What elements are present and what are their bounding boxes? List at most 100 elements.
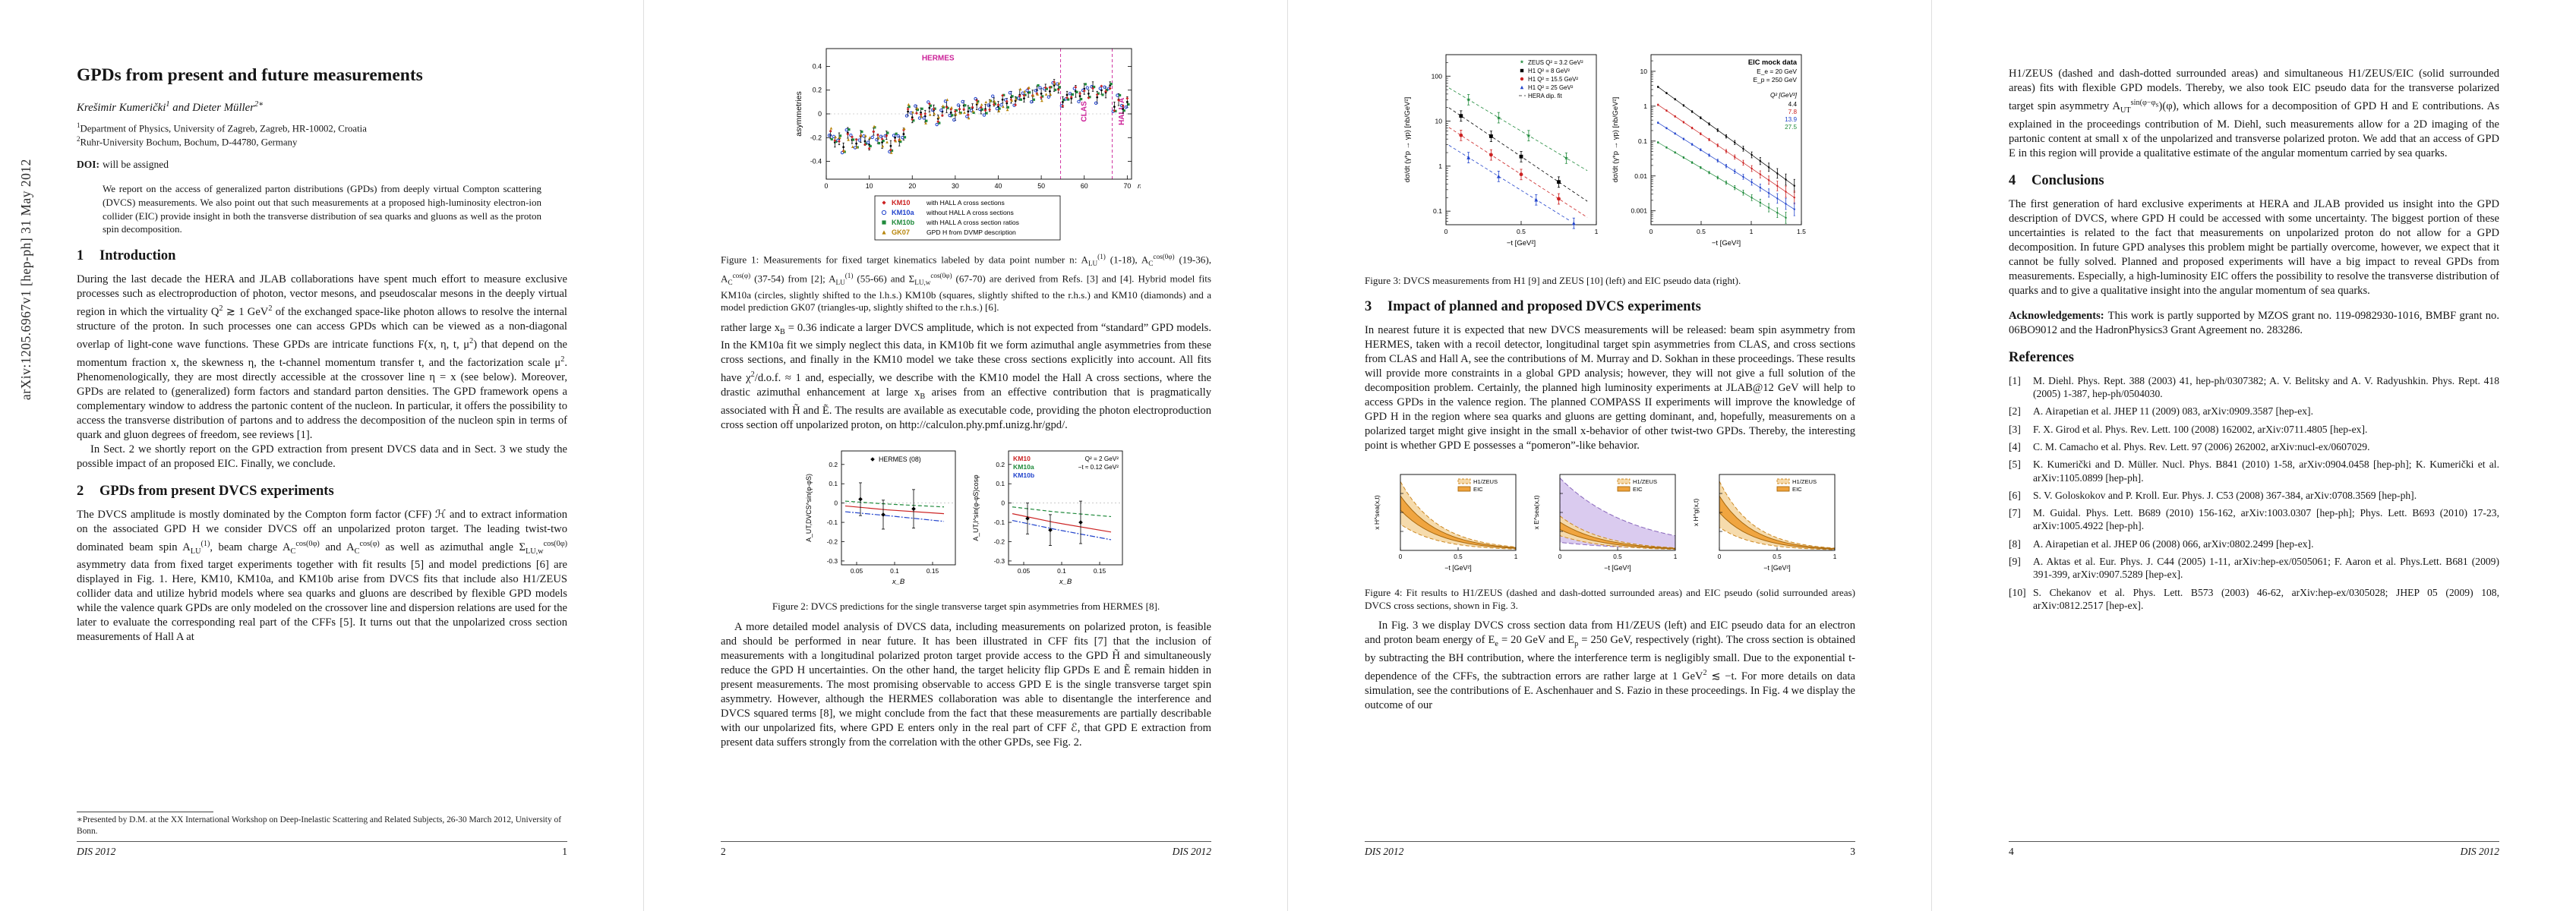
section-2-heading: 2 GPDs from present DVCS experiments (77, 484, 567, 500)
section-3-title: Impact of planned and proposed DVCS expe… (1387, 299, 1701, 315)
svg-text:CLAS: CLAS (1081, 101, 1089, 122)
paragraph: During the last decade the HERA and JLAB… (77, 273, 567, 441)
svg-text:100: 100 (1432, 72, 1443, 80)
svg-text:0.5: 0.5 (1517, 228, 1526, 235)
svg-text:E_p = 250 GeV: E_p = 250 GeV (1753, 76, 1797, 84)
svg-text:EIC: EIC (1633, 486, 1643, 493)
svg-text:-0.2: -0.2 (827, 538, 838, 546)
svg-text:−t [GeV²]: −t [GeV²] (1712, 239, 1741, 247)
section-3-number: 3 (1365, 299, 1372, 315)
svg-text:x H^sea(x,t): x H^sea(x,t) (1373, 495, 1381, 530)
svg-text:KM10: KM10 (1013, 455, 1031, 462)
svg-text:asymmetries: asymmetries (794, 91, 803, 137)
reference-text: M. Guidal. Phys. Lett. B689 (2010) 156-1… (2033, 507, 2499, 532)
svg-text:★: ★ (1526, 132, 1531, 139)
svg-text:KM10a: KM10a (892, 209, 915, 216)
page-footer: DIS 2012 1 (77, 841, 567, 858)
svg-text:−t [GeV²]: −t [GeV²] (1604, 564, 1631, 572)
section-3-heading: 3 Impact of planned and proposed DVCS exp… (1365, 299, 1855, 315)
svg-text:with HALL A cross sections: with HALL A cross sections (926, 199, 1005, 206)
svg-text:ZEUS Q² = 3.2 GeV²: ZEUS Q² = 3.2 GeV² (1528, 59, 1583, 66)
svg-text:0: 0 (1558, 553, 1562, 560)
section-4-heading: 4 Conclusions (2009, 173, 2499, 189)
reference-text: C. M. Camacho et al. Phys. Rev. Lett. 97… (2033, 440, 2370, 452)
svg-text:H1/ZEUS: H1/ZEUS (1633, 478, 1657, 485)
doi-line: DOI: will be assigned (77, 159, 567, 171)
svg-text:-0.1: -0.1 (994, 519, 1005, 526)
reference-number: [4] (2009, 440, 2021, 452)
svg-text:x_B: x_B (1059, 578, 1072, 586)
svg-text:H1 Q² = 25 GeV²: H1 Q² = 25 GeV² (1528, 84, 1574, 91)
affiliation-1: 1Department of Physics, University of Za… (77, 121, 367, 134)
svg-text:0.5: 0.5 (1613, 553, 1622, 560)
footer-journal: DIS 2012 (1172, 846, 1211, 857)
svg-text:★: ★ (1520, 60, 1524, 65)
acknowledgements-label: Acknowledgements: (2009, 309, 2104, 322)
paragraph: In Sect. 2 we shortly report on the GPD … (77, 443, 567, 470)
svg-text:0.05: 0.05 (1018, 567, 1031, 575)
svg-text:0.1: 0.1 (1057, 567, 1066, 575)
page-footer: 2 DIS 2012 (721, 841, 1211, 858)
svg-text:-0.1: -0.1 (827, 519, 838, 526)
figure-1-plot: -0.4 -0.2 0 0.2 0.4 0 10 20 30 40 50 60 70 asymmetrie… (721, 43, 1211, 246)
svg-text:60: 60 (1081, 182, 1088, 190)
figure-2-caption: Figure 2: DVCS predictions for the singl… (772, 601, 1160, 613)
svg-text:0.5: 0.5 (1697, 228, 1706, 235)
arxiv-stamp: arXiv:1205.6967v1 [hep-ph] 31 May 2012 (18, 159, 33, 400)
svg-text:KM10: KM10 (892, 199, 911, 206)
section-2-number: 2 (77, 483, 84, 499)
svg-text:1: 1 (1438, 162, 1442, 170)
svg-text:50: 50 (1037, 182, 1045, 190)
svg-text:EIC mock data: EIC mock data (1748, 58, 1798, 66)
figure-1-caption: Figure 1: Measurements for fixed target … (721, 253, 1211, 314)
svg-text:−t [GeV²]: −t [GeV²] (1763, 564, 1790, 572)
svg-text:-0.2: -0.2 (994, 538, 1005, 546)
svg-text:dσ/dt (γ*p → γp) [nb/GeV²]: dσ/dt (γ*p → γp) [nb/GeV²] (1612, 97, 1620, 183)
reference-text: A. Airapetian et al. JHEP 11 (2009) 083,… (2033, 405, 2313, 418)
svg-text:x_B: x_B (892, 578, 905, 586)
svg-text:H1 Q² = 8 GeV²: H1 Q² = 8 GeV² (1528, 68, 1570, 74)
reference-number: [5] (2009, 459, 2021, 471)
reference-item: [10] S. Chekanov et al. Phys. Lett. B573 … (2009, 586, 2499, 613)
svg-text:0: 0 (1001, 500, 1005, 507)
paragraph: The DVCS amplitude is mostly dominated b… (77, 508, 567, 644)
svg-text:0.4: 0.4 (813, 62, 822, 70)
page-4: H1/ZEUS (dashed and dash-dotted surround… (1932, 0, 2576, 911)
svg-text:13.9: 13.9 (1785, 116, 1797, 123)
page-2: -0.4 -0.2 0 0.2 0.4 0 10 20 30 40 50 60 70 asymmetrie… (644, 0, 1288, 911)
svg-text:1: 1 (1833, 553, 1837, 560)
svg-text:H1 Q² = 15.5 GeV²: H1 Q² = 15.5 GeV² (1528, 76, 1578, 83)
svg-text:0: 0 (1444, 228, 1448, 235)
svg-text:EIC: EIC (1792, 486, 1802, 493)
footer-page-number: 1 (562, 846, 567, 857)
svg-text:-0.3: -0.3 (827, 557, 838, 565)
svg-text:0.1: 0.1 (890, 567, 899, 575)
reference-text: F. X. Girod et al. Phys. Rev. Lett. 100 … (2033, 423, 2368, 435)
svg-text:27.5: 27.5 (1785, 124, 1797, 131)
page-footer: 4 DIS 2012 (2009, 841, 2499, 858)
svg-text:1: 1 (1750, 228, 1754, 235)
svg-text:0.2: 0.2 (996, 461, 1005, 468)
figure-3-caption: Figure 3: DVCS measurements from H1 [9] … (1365, 275, 1741, 286)
reference-number: [1] (2009, 374, 2021, 386)
svg-text:HERA dip. fit: HERA dip. fit (1528, 93, 1563, 99)
svg-text:1: 1 (1643, 102, 1647, 110)
paragraph: rather large xB = 0.36 indicate a larger… (721, 321, 1211, 432)
svg-text:1: 1 (1674, 553, 1678, 560)
svg-text:-0.2: -0.2 (810, 134, 822, 141)
reference-item: [1] M. Diehl. Phys. Rept. 388 (2003) 41, … (2009, 374, 2499, 401)
paragraph: In nearest future it is expected that ne… (1365, 324, 1855, 452)
svg-text:10: 10 (1435, 118, 1442, 125)
footer-journal: DIS 2012 (77, 846, 116, 857)
svg-text:0.1: 0.1 (1433, 207, 1442, 215)
acknowledgements: Acknowledgements: This work is partly sup… (2009, 309, 2499, 338)
svg-text:A_UT,DVCS^sin(φ-φS): A_UT,DVCS^sin(φ-φS) (805, 474, 813, 542)
section-2-title: GPDs from present DVCS experiments (99, 483, 334, 499)
figure-2-plot: -0.3 -0.2 -0.1 0 0.1 0.2 0.05 0.1 0.15 x_B A_UT,DV… (721, 440, 1211, 596)
reference-text: A. Airapetian et al. JHEP 06 (2008) 066,… (2033, 537, 2314, 550)
svg-text:★: ★ (1466, 96, 1470, 103)
svg-text:10: 10 (1640, 68, 1647, 75)
section-1-title: Introduction (99, 247, 176, 263)
svg-text:0.5: 0.5 (1454, 553, 1463, 560)
